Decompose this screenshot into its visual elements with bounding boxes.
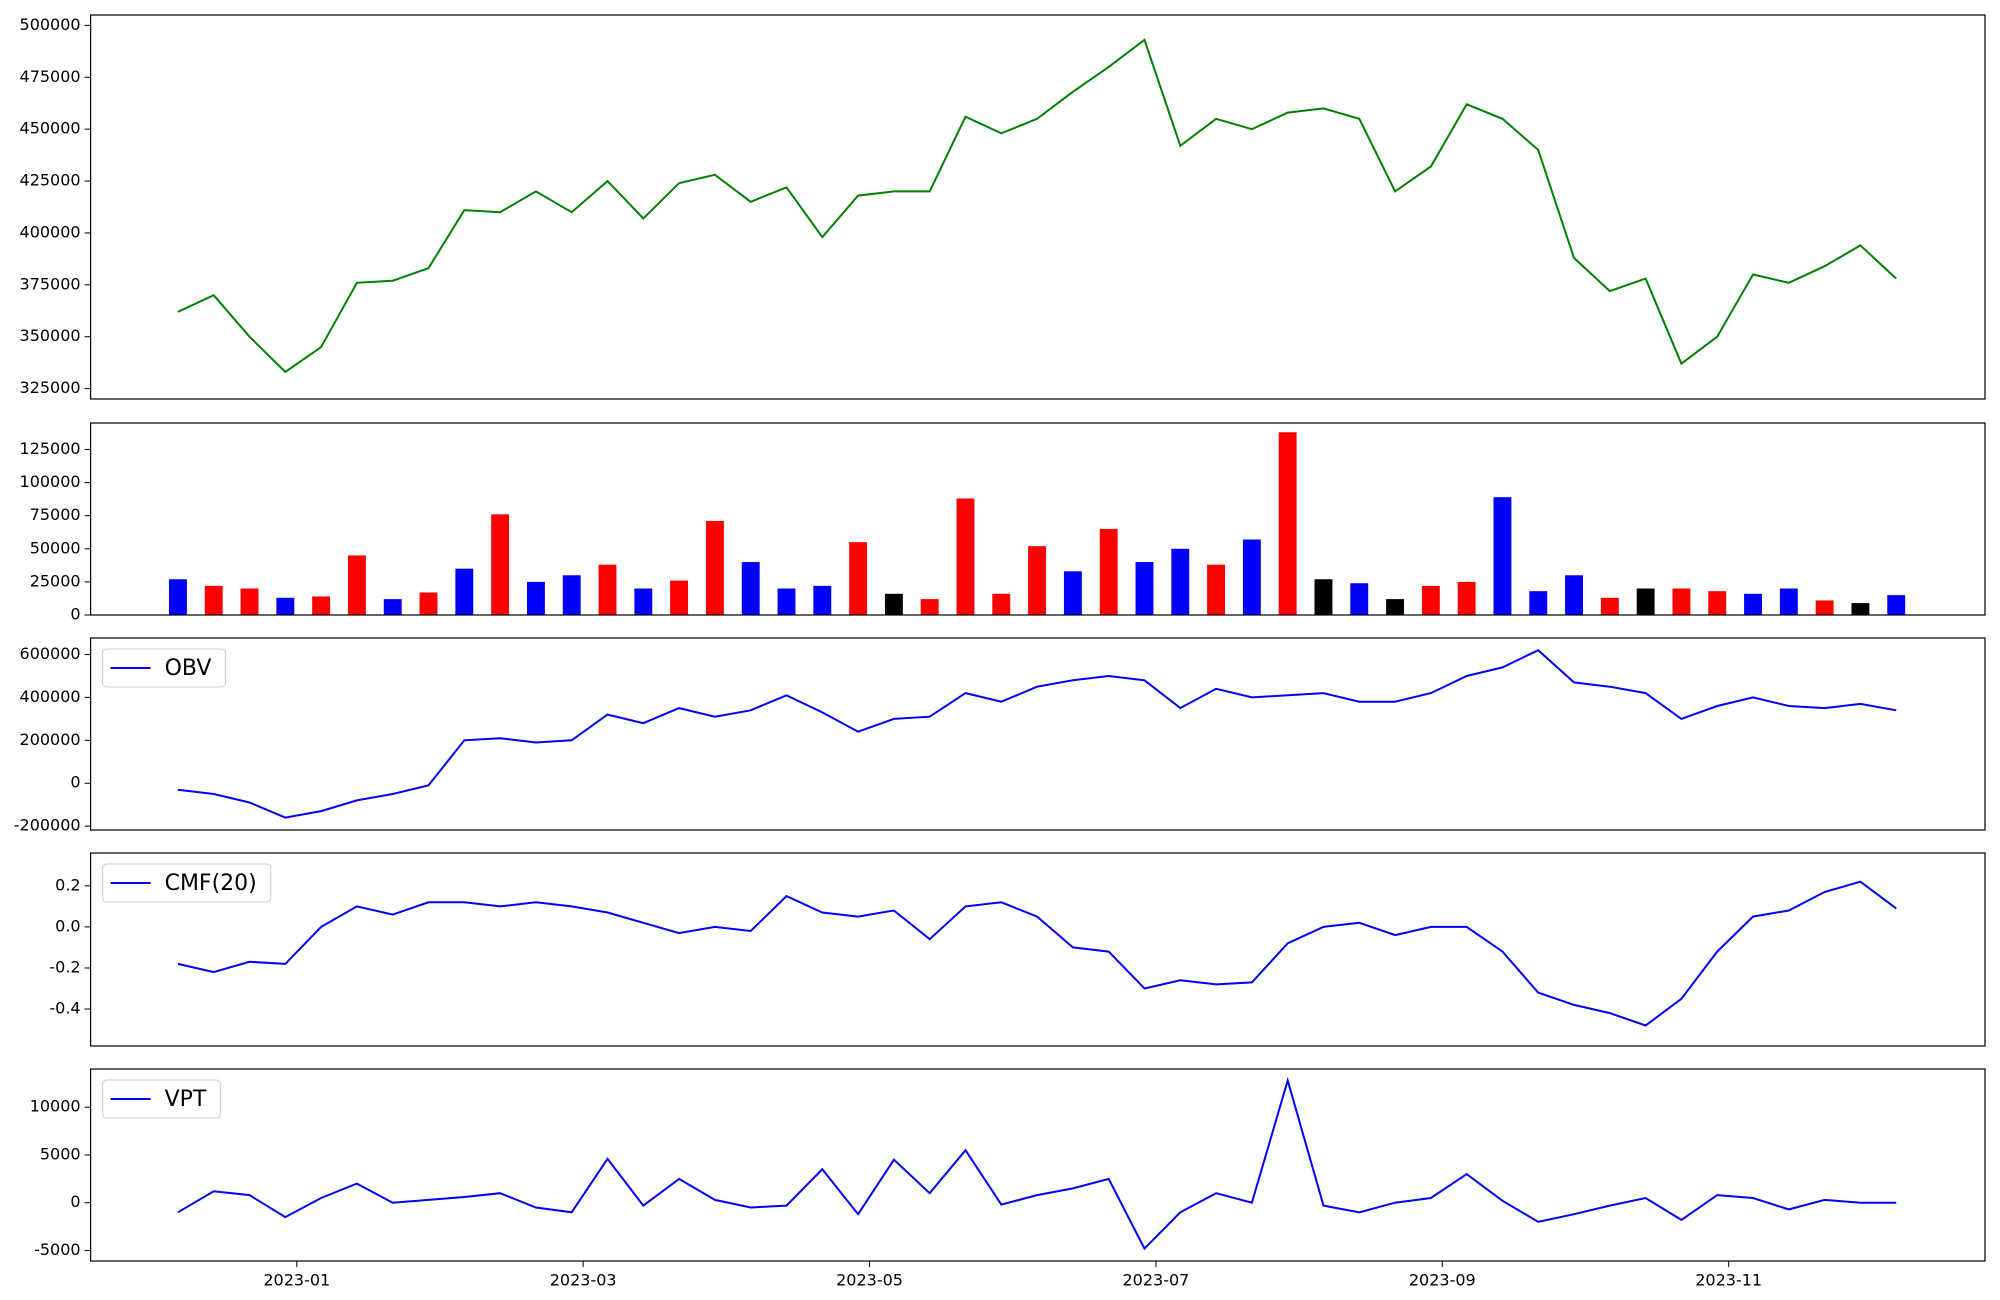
volume-bar: [168, 579, 187, 615]
y-tick-label: 475000: [20, 67, 81, 86]
volume-bar: [1207, 564, 1226, 615]
y-tick-label: 450000: [20, 119, 81, 138]
y-tick-label: 400000: [20, 687, 81, 706]
y-tick-label: 600000: [20, 644, 81, 663]
legend-label: OBV: [165, 656, 212, 681]
x-tick-label: 2023-05: [836, 1271, 903, 1290]
x-tick-label: 2023-09: [1409, 1271, 1476, 1290]
volume-bar: [1242, 539, 1261, 615]
y-tick-label: 425000: [20, 171, 81, 190]
y-tick-label: -200000: [14, 816, 81, 835]
legend-label: VPT: [165, 1087, 207, 1112]
y-tick-label: 325000: [20, 378, 81, 397]
volume-bar: [1851, 603, 1870, 615]
volume-bar: [634, 588, 653, 615]
legend-box: [102, 863, 272, 903]
y-tick-label: 25000: [30, 571, 81, 590]
volume-bar: [1744, 593, 1762, 615]
volume-bar: [1457, 581, 1476, 615]
volume-bar: [1171, 548, 1190, 615]
y-tick-label: 375000: [20, 274, 81, 293]
volume-bar: [1565, 575, 1583, 615]
volume-bar: [347, 555, 366, 615]
series-line: [177, 38, 1897, 374]
volume-bar: [741, 562, 760, 615]
legend-box: [102, 1079, 221, 1119]
axes-frame: [89, 852, 1986, 1047]
y-tick-label: 0: [70, 773, 80, 792]
volume-bar: [1529, 591, 1548, 615]
volume-bar: [884, 593, 903, 615]
volume-bar: [849, 542, 868, 615]
series-line: [177, 880, 1897, 1027]
volume-bar: [1099, 528, 1118, 615]
y-tick-label: 200000: [20, 730, 81, 749]
volume-bar: [1421, 585, 1440, 615]
volume-bar: [813, 585, 832, 615]
volume-bar: [598, 564, 617, 615]
axes-frame: [89, 14, 1986, 400]
y-tick-label: 400000: [20, 222, 81, 241]
volume-bar: [1314, 579, 1333, 615]
y-tick-label: -5000: [34, 1240, 81, 1259]
volume-bar: [920, 599, 939, 615]
y-tick-label: 0: [70, 605, 80, 624]
volume-bar: [240, 588, 259, 615]
axes-frame: [89, 422, 1986, 616]
volume-bar: [276, 597, 295, 615]
volume-bar: [1493, 497, 1512, 615]
volume-bar: [383, 599, 402, 615]
volume-bar: [562, 575, 581, 615]
volume-bar: [455, 568, 474, 615]
volume-bar: [1887, 595, 1906, 615]
volume-bar: [1386, 599, 1405, 615]
y-tick-label: 500000: [20, 15, 81, 34]
volume-bar: [1779, 588, 1798, 615]
volume-bar: [1672, 588, 1691, 615]
legend-label: CMF(20): [165, 871, 257, 896]
volume-bar: [1135, 562, 1154, 615]
volume-bar: [956, 498, 975, 615]
legend-box: [102, 648, 226, 688]
y-tick-label: -0.4: [49, 999, 80, 1018]
y-tick-label: 0.0: [55, 916, 80, 935]
y-tick-label: 0.2: [55, 875, 80, 894]
volume-bar: [419, 592, 438, 615]
y-tick-label: 10000: [30, 1097, 81, 1116]
axes-frame: [89, 1068, 1986, 1262]
volume-bar: [312, 596, 331, 615]
y-tick-label: 0: [70, 1192, 80, 1211]
volume-bar: [1063, 571, 1082, 615]
x-tick-label: 2023-01: [263, 1271, 330, 1290]
volume-bar: [777, 588, 796, 615]
volume-bar: [526, 581, 545, 615]
volume-bar: [1350, 583, 1369, 615]
y-tick-label: 125000: [20, 439, 81, 458]
x-tick-label: 2023-11: [1695, 1271, 1762, 1290]
volume-bar: [1708, 591, 1727, 615]
y-tick-label: 100000: [20, 472, 81, 491]
volume-bar: [670, 580, 689, 615]
series-line: [177, 649, 1897, 819]
y-tick-label: 50000: [30, 538, 81, 557]
volume-bar: [1278, 432, 1297, 615]
volume-bar: [1815, 600, 1834, 615]
y-tick-label: 75000: [30, 505, 81, 524]
volume-bar: [705, 520, 724, 615]
x-tick-label: 2023-03: [550, 1271, 617, 1290]
y-tick-label: 350000: [20, 326, 81, 345]
y-tick-label: -0.2: [49, 957, 80, 976]
volume-bar: [204, 585, 223, 615]
volume-bar: [1600, 597, 1619, 615]
x-tick-label: 2023-07: [1123, 1271, 1190, 1290]
volume-bar: [992, 593, 1011, 615]
volume-bar: [1028, 546, 1047, 615]
y-tick-label: 5000: [40, 1144, 81, 1163]
axes-frame: [89, 637, 1986, 831]
volume-bar: [491, 514, 510, 615]
volume-bar: [1636, 588, 1655, 615]
series-line: [177, 1076, 1897, 1251]
